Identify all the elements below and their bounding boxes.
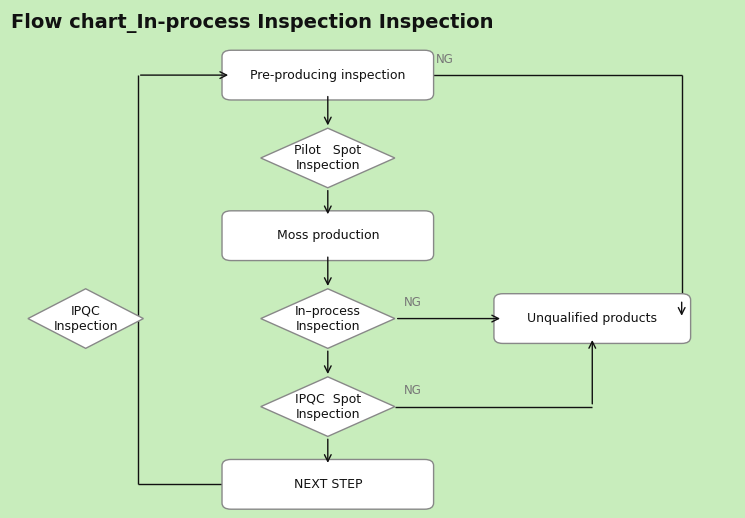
Polygon shape: [261, 377, 395, 436]
Text: NG: NG: [404, 384, 422, 397]
FancyBboxPatch shape: [222, 50, 434, 100]
Text: NG: NG: [436, 53, 454, 66]
Text: Pilot   Spot
Inspection: Pilot Spot Inspection: [294, 144, 361, 172]
Polygon shape: [28, 289, 143, 349]
Polygon shape: [261, 128, 395, 188]
Text: IPQC
Inspection: IPQC Inspection: [54, 305, 118, 333]
Text: Flow chart_In-process Inspection Inspection: Flow chart_In-process Inspection Inspect…: [11, 13, 494, 33]
Text: Unqualified products: Unqualified products: [527, 312, 657, 325]
FancyBboxPatch shape: [222, 211, 434, 261]
FancyBboxPatch shape: [222, 459, 434, 509]
Text: NEXT STEP: NEXT STEP: [294, 478, 362, 491]
FancyBboxPatch shape: [494, 294, 691, 343]
Text: NG: NG: [404, 296, 422, 309]
Text: IPQC  Spot
Inspection: IPQC Spot Inspection: [295, 393, 361, 421]
Text: In–process
Inspection: In–process Inspection: [295, 305, 361, 333]
Polygon shape: [261, 289, 395, 349]
Text: Pre-producing inspection: Pre-producing inspection: [250, 68, 405, 82]
Text: Moss production: Moss production: [276, 229, 379, 242]
